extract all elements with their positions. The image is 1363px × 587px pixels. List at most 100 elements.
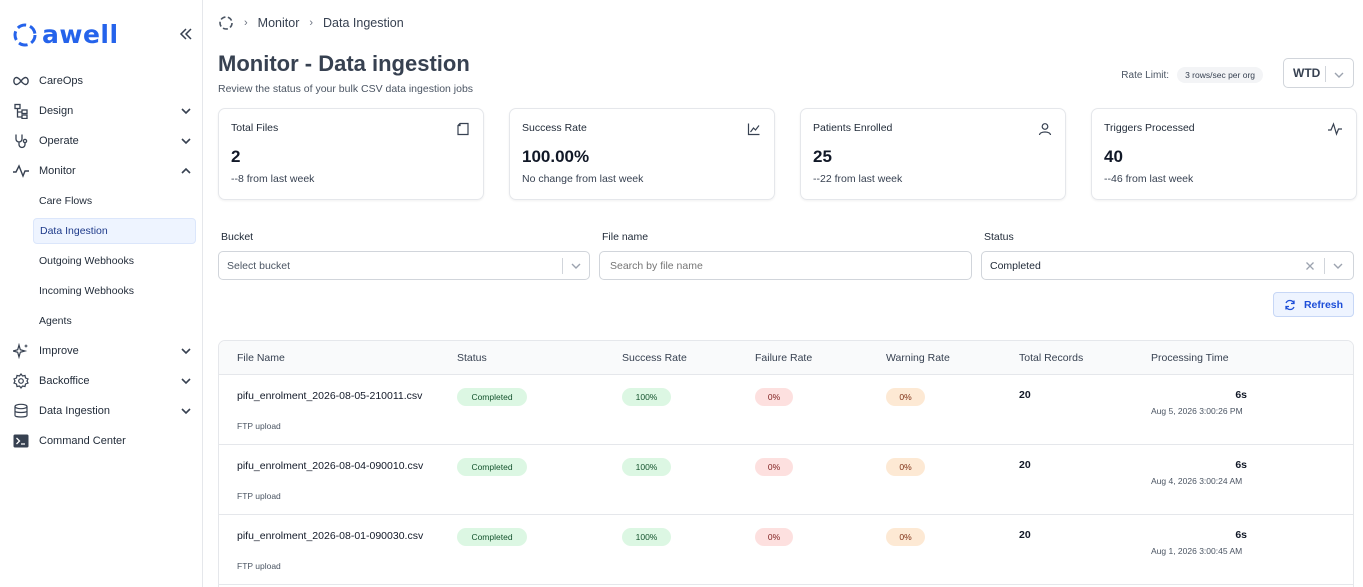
sidebar-item-label: Data Ingestion — [39, 405, 110, 417]
status-badge: Completed — [457, 458, 527, 476]
stat-change: No change from last week — [522, 173, 644, 185]
sidebar-item-label: Operate — [39, 135, 79, 147]
page-subtitle: Review the status of your bulk CSV data … — [218, 83, 474, 95]
column-header-file-name[interactable]: File Name — [237, 352, 285, 364]
status-badge: Completed — [457, 528, 527, 546]
refresh-button[interactable]: Refresh — [1273, 292, 1354, 317]
processed-at: Aug 4, 2026 3:00:24 AM — [1151, 476, 1243, 486]
clear-icon[interactable] — [1305, 261, 1315, 271]
column-header-warning-rate[interactable]: Warning Rate — [886, 352, 950, 364]
chevron-down-icon[interactable] — [570, 260, 582, 272]
file-name[interactable]: pifu_enrolment_2026-08-01-090030.csv — [237, 530, 424, 542]
sidebar-item-label: Improve — [39, 345, 79, 357]
sidebar-item-operate[interactable]: Operate — [0, 126, 203, 156]
home-logo-icon[interactable] — [218, 15, 234, 31]
stat-change: --22 from last week — [813, 173, 903, 185]
status-select[interactable]: Completed — [981, 251, 1354, 280]
page-title: Monitor - Data ingestion — [218, 51, 470, 76]
stat-change: --8 from last week — [231, 173, 315, 185]
activity-icon — [13, 164, 29, 178]
column-header-processing-time[interactable]: Processing Time — [1151, 352, 1229, 364]
awell-logo-icon — [13, 23, 37, 46]
table-row[interactable]: pifu_enrolment_2026-08-04-090010.csv FTP… — [219, 445, 1353, 515]
bucket-label: Bucket — [221, 231, 254, 243]
ingestion-jobs-table: File Name Status Success Rate Failure Ra… — [218, 340, 1354, 587]
warning-rate-badge: 0% — [886, 458, 925, 476]
breadcrumb-data-ingestion[interactable]: Data Ingestion — [323, 16, 404, 30]
status-label: Status — [984, 231, 1014, 243]
stat-card-success-rate: Success Rate 100.00% No change from last… — [509, 108, 775, 200]
stat-card-total-files: Total Files 2 --8 from last week — [218, 108, 484, 200]
stat-value: 2 — [231, 147, 241, 166]
failure-rate-badge: 0% — [755, 458, 793, 476]
sidebar-item-command-center[interactable]: Command Center — [0, 426, 203, 456]
processing-time: 6s — [1235, 389, 1247, 401]
period-select[interactable]: WTD — [1283, 58, 1354, 88]
processed-at: Aug 5, 2026 3:00:26 PM — [1151, 406, 1243, 416]
rate-limit-label: Rate Limit: — [1121, 69, 1170, 81]
sidebar-item-monitor[interactable]: Monitor — [0, 156, 203, 186]
hierarchy-icon — [14, 103, 28, 119]
main-content: › Monitor › Data Ingestion Monitor - Dat… — [203, 0, 1363, 587]
sidebar-item-backoffice[interactable]: Backoffice — [0, 366, 203, 396]
warning-rate-badge: 0% — [886, 388, 925, 406]
processed-at: Aug 1, 2026 3:00:45 AM — [1151, 546, 1243, 556]
failure-rate-badge: 0% — [755, 388, 793, 406]
success-rate-badge: 100% — [622, 528, 671, 546]
bucket-select[interactable]: Select bucket — [218, 251, 590, 280]
column-header-failure-rate[interactable]: Failure Rate — [755, 352, 813, 364]
table-row[interactable]: pifu_enrolment_2026-08-05-210011.csv FTP… — [219, 375, 1353, 445]
chevron-down-icon[interactable] — [1333, 69, 1345, 81]
column-header-success-rate[interactable]: Success Rate — [622, 352, 687, 364]
column-header-total-records[interactable]: Total Records — [1019, 352, 1084, 364]
period-select-value: WTD — [1293, 66, 1321, 80]
table-row[interactable]: pifu_enrolment_2026-08-01-090030.csv FTP… — [219, 515, 1353, 585]
chevron-right-icon: › — [244, 17, 248, 29]
awell-logo[interactable]: awell — [12, 20, 119, 49]
table-header: File Name Status Success Rate Failure Ra… — [219, 341, 1353, 375]
stat-card-triggers-processed: Triggers Processed 40 --46 from last wee… — [1091, 108, 1357, 200]
collapse-sidebar-icon[interactable] — [179, 27, 193, 41]
file-name[interactable]: pifu_enrolment_2026-08-05-210011.csv — [237, 390, 423, 402]
status-select-value: Completed — [990, 259, 1041, 272]
chevron-down-icon[interactable] — [180, 405, 192, 417]
sidebar-item-label: Monitor — [39, 165, 76, 177]
warning-rate-badge: 0% — [886, 528, 925, 546]
file-icon — [457, 122, 469, 136]
file-source: FTP upload — [237, 491, 281, 501]
file-name[interactable]: pifu_enrolment_2026-08-04-090010.csv — [237, 460, 424, 472]
chevron-up-icon[interactable] — [180, 165, 192, 177]
stat-value: 100.00% — [522, 147, 590, 166]
divider — [1325, 66, 1326, 82]
sidebar-subitem-agents[interactable]: Agents — [39, 315, 72, 327]
chevron-down-icon[interactable] — [180, 105, 192, 117]
stat-value: 40 — [1104, 147, 1123, 166]
chevron-down-icon[interactable] — [180, 135, 192, 147]
sidebar-subitem-care-flows[interactable]: Care Flows — [39, 195, 93, 207]
chevron-down-icon[interactable] — [1332, 260, 1344, 272]
sidebar-subitem-incoming-webhooks[interactable]: Incoming Webhooks — [39, 285, 134, 297]
refresh-label: Refresh — [1303, 298, 1344, 311]
sidebar-item-design[interactable]: Design — [0, 96, 203, 126]
breadcrumb-monitor[interactable]: Monitor — [257, 16, 300, 30]
filename-search-input[interactable] — [599, 251, 972, 280]
sidebar-item-data-ingestion[interactable]: Data Ingestion — [0, 396, 203, 426]
rate-limit: Rate Limit: 3 rows/sec per org — [1121, 67, 1263, 83]
sidebar-item-label: Command Center — [39, 435, 126, 447]
sidebar-subitem-data-ingestion[interactable]: Data Ingestion — [33, 218, 196, 244]
stat-value: 25 — [813, 147, 832, 166]
file-source: FTP upload — [237, 421, 281, 431]
stat-title: Success Rate — [522, 122, 587, 134]
terminal-icon — [13, 434, 29, 448]
sidebar-item-improve[interactable]: Improve — [0, 336, 203, 366]
sparkles-icon — [13, 343, 28, 359]
sidebar-item-label: Backoffice — [39, 375, 90, 387]
sidebar-subitem-outgoing-webhooks[interactable]: Outgoing Webhooks — [39, 255, 134, 267]
column-header-status[interactable]: Status — [457, 352, 487, 364]
chevron-right-icon: › — [309, 17, 314, 29]
chevron-down-icon[interactable] — [180, 375, 192, 387]
sidebar-nav: CareOps Design Operate Monitor Care Flow… — [0, 66, 203, 456]
chevron-down-icon[interactable] — [180, 345, 192, 357]
sidebar-item-careops[interactable]: CareOps — [0, 66, 203, 96]
stat-card-patients-enrolled: Patients Enrolled 25 --22 from last week — [800, 108, 1066, 200]
